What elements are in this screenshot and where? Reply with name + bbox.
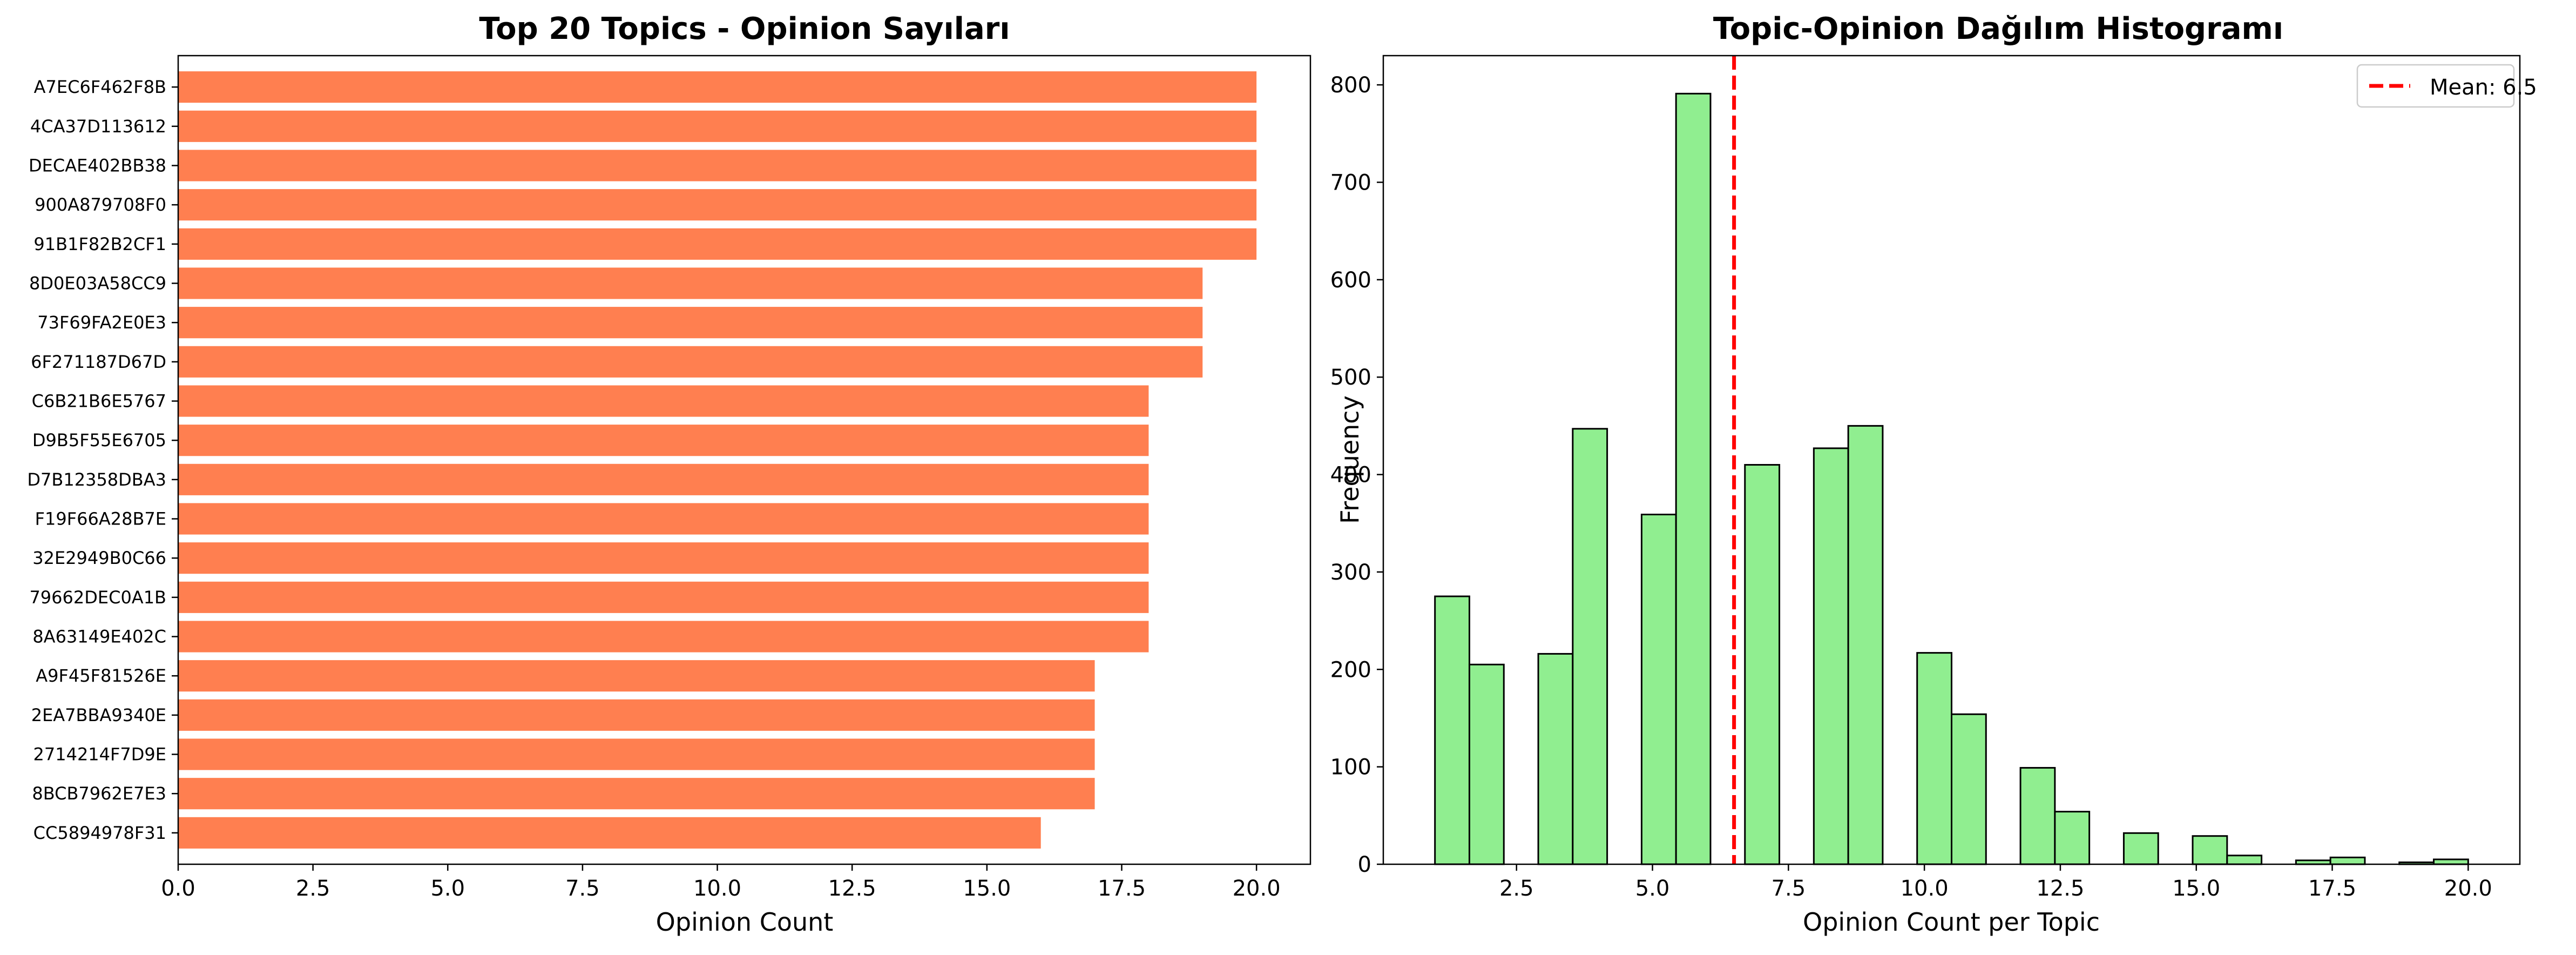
legend: Mean: 6.5 <box>2356 64 2537 108</box>
y-tick-label: 4CA37D113612 <box>30 116 166 137</box>
bar-2714214F7D9E <box>178 738 1095 770</box>
y-tick-label: 800 <box>1330 73 1371 98</box>
bar-A7EC6F462F8B <box>178 71 1257 103</box>
bar-D7B12358DBA3 <box>178 463 1149 495</box>
bar-D9B5F55E6705 <box>178 425 1149 456</box>
y-tick-label: 300 <box>1330 560 1371 585</box>
y-tick-label: 73F69FA2E0E3 <box>37 312 166 333</box>
x-tick-label: 10.0 <box>1901 876 1949 901</box>
left-chart-title: Top 20 Topics - Opinion Sayıları <box>479 11 1010 46</box>
histogram-bar <box>2192 835 2228 865</box>
histogram-bar <box>1916 652 1953 865</box>
x-tick-label: 12.5 <box>828 876 876 901</box>
bar-8BCB7962E7E3 <box>178 778 1095 810</box>
histogram-bar <box>1537 653 1574 865</box>
bar-6F271187D67D <box>178 346 1203 378</box>
bar-2EA7BBA9340E <box>178 699 1095 731</box>
y-tick-label: 700 <box>1330 170 1371 195</box>
y-tick-label: 400 <box>1330 463 1371 488</box>
bar-73F69FA2E0E3 <box>178 307 1203 339</box>
left-x-axis-label: Opinion Count <box>656 907 834 937</box>
histogram-bar <box>1951 713 1987 865</box>
histogram-bar <box>2226 855 2263 865</box>
y-tick-label: 600 <box>1330 268 1371 293</box>
y-tick-label: 0 <box>1358 852 1371 877</box>
bar-8A63149E402C <box>178 621 1149 653</box>
x-tick-label: 12.5 <box>2036 876 2084 901</box>
y-tick-label: 2714214F7D9E <box>33 744 167 765</box>
x-tick-label: 2.5 <box>1499 876 1534 901</box>
y-tick-label: 100 <box>1330 755 1371 780</box>
histogram-bar <box>1847 425 1884 865</box>
right-y-axis-label: Frequency <box>1335 395 1364 524</box>
y-tick-label: C6B21B6E5767 <box>32 391 166 411</box>
bar-A9F45F81526E <box>178 660 1095 692</box>
y-tick-label: A7EC6F462F8B <box>34 77 166 97</box>
y-tick-label: 32E2949B0C66 <box>32 548 166 568</box>
right-chart-title: Topic-Opinion Dağılım Histogramı <box>1713 11 2283 46</box>
histogram-bar <box>1675 92 1712 865</box>
y-tick-label: 8D0E03A58CC9 <box>29 273 166 293</box>
bar-79662DEC0A1B <box>178 581 1149 613</box>
histogram-bar <box>2122 832 2159 865</box>
legend-mean-label: Mean: 6.5 <box>2430 75 2537 100</box>
bar-F19F66A28B7E <box>178 503 1149 535</box>
bar-4CA37D113612 <box>178 110 1257 142</box>
x-tick-label: 0.0 <box>161 876 195 901</box>
x-tick-label: 15.0 <box>2172 876 2220 901</box>
bar-900A879708F0 <box>178 189 1257 221</box>
x-tick-label: 17.5 <box>2308 876 2356 901</box>
histogram-bar <box>1572 428 1608 865</box>
x-tick-label: 7.5 <box>1772 876 1806 901</box>
y-tick-label: 2EA7BBA9340E <box>31 705 166 725</box>
histogram-bar <box>2019 766 2056 865</box>
histogram-bar <box>1468 663 1505 865</box>
histogram-bar <box>1640 514 1677 865</box>
y-tick-label: 500 <box>1330 365 1371 390</box>
x-tick-label: 2.5 <box>296 876 330 901</box>
histogram-bar <box>1813 447 1849 865</box>
y-tick-label: 8BCB7962E7E3 <box>32 783 166 804</box>
y-tick-label: 8A63149E402C <box>32 627 166 647</box>
y-tick-label: DECAE402BB38 <box>29 155 166 176</box>
bar-CC5894978F31 <box>178 817 1041 849</box>
y-tick-label: 91B1F82B2CF1 <box>33 234 166 254</box>
left-plot-frame <box>177 55 1311 865</box>
y-tick-label: F19F66A28B7E <box>35 509 166 529</box>
x-tick-label: 5.0 <box>430 876 465 901</box>
y-tick-label: 200 <box>1330 657 1371 682</box>
x-tick-label: 7.5 <box>565 876 600 901</box>
x-tick-label: 15.0 <box>963 876 1011 901</box>
y-tick-label: A9F45F81526E <box>36 665 166 686</box>
legend-box <box>2356 64 2515 108</box>
right-histogram: Topic-Opinion Dağılım Histogramı 0 100 200… <box>1330 11 2537 937</box>
x-tick-label: 17.5 <box>1098 876 1146 901</box>
y-tick-label: 79662DEC0A1B <box>29 587 166 608</box>
x-tick-label: 5.0 <box>1635 876 1670 901</box>
right-x-axis-label: Opinion Count per Topic <box>1803 907 2100 937</box>
histogram-bar <box>2329 856 2366 865</box>
bar-91B1F82B2CF1 <box>178 228 1257 260</box>
bar-C6B21B6E5767 <box>178 385 1149 417</box>
histogram-bar <box>1434 595 1470 865</box>
right-plot-frame <box>1382 55 2521 865</box>
bar-8D0E03A58CC9 <box>178 267 1203 299</box>
y-tick-label: 6F271187D67D <box>31 352 166 372</box>
y-tick-label: D7B12358DBA3 <box>27 469 166 490</box>
bar-DECAE402BB38 <box>178 150 1257 181</box>
y-tick-label: CC5894978F31 <box>33 823 166 843</box>
x-tick-label: 20.0 <box>1233 876 1281 901</box>
y-tick-label: D9B5F55E6705 <box>32 430 166 450</box>
left-bar-chart: Top 20 Topics - Opinion Sayıları A7EC6F4… <box>27 11 1311 937</box>
bar-32E2949B0C66 <box>178 542 1149 574</box>
histogram-bar <box>2433 858 2469 865</box>
x-tick-label: 10.0 <box>693 876 741 901</box>
histogram-bar <box>2054 811 2091 865</box>
histogram-bar <box>1744 464 1781 865</box>
x-tick-label: 20.0 <box>2444 876 2492 901</box>
y-tick-label: 900A879708F0 <box>35 194 166 215</box>
